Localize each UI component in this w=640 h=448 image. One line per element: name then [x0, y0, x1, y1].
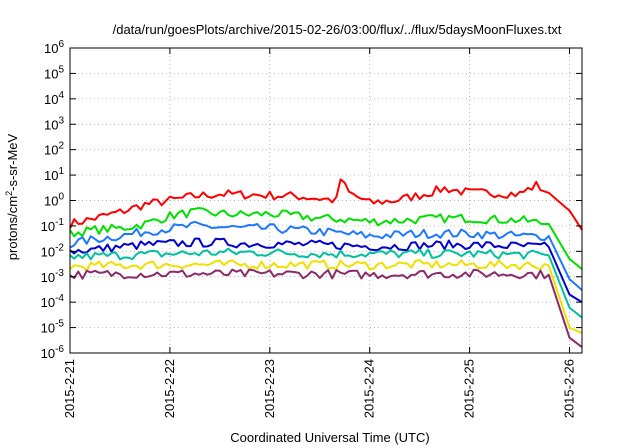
- y-tick-label: 103: [44, 115, 64, 132]
- y-tick-label: 10-5: [41, 319, 65, 336]
- series-line: [69, 237, 583, 304]
- y-tick-label-base: 10: [44, 41, 58, 56]
- y-tick-label: 101: [44, 166, 64, 183]
- y-tick-label-base: 10: [44, 117, 58, 132]
- x-axis-label: Coordinated Universal Time (UTC): [230, 430, 429, 445]
- y-tick-label-exp: 2: [58, 141, 64, 152]
- y-tick-label-exp: -6: [55, 344, 64, 355]
- y-tick-label: 100: [44, 192, 64, 209]
- x-tick-label: 2015-2-23: [262, 359, 277, 418]
- y-tick-label-exp: 4: [58, 90, 64, 101]
- y-tick-label: 104: [44, 90, 64, 107]
- x-tick-label: 2015-2-25: [462, 359, 477, 418]
- y-tick-label: 10-6: [41, 344, 65, 361]
- y-tick-label-base: 10: [41, 346, 55, 361]
- series-line: [69, 220, 583, 291]
- y-tick-label: 10-1: [41, 217, 65, 234]
- y-tick-label-base: 10: [44, 168, 58, 183]
- y-tick-label-exp: -1: [55, 217, 64, 228]
- series-layer: [69, 178, 583, 348]
- y-tick-label: 10-3: [41, 268, 65, 285]
- y-tick-label-base: 10: [41, 321, 55, 336]
- y-tick-label-base: 10: [44, 92, 58, 107]
- y-tick-label: 102: [44, 141, 64, 158]
- y-tick-label: 10-4: [41, 293, 65, 310]
- y-tick-label: 105: [44, 64, 64, 81]
- y-tick-label-exp: -3: [55, 268, 64, 279]
- y-tick-label-base: 10: [44, 194, 58, 209]
- y-tick-label-exp: -2: [55, 242, 64, 253]
- y-tick-label-exp: 6: [58, 39, 64, 50]
- series-line: [69, 247, 583, 319]
- series-line: [69, 259, 583, 335]
- x-tick-label: 2015-2-24: [362, 359, 377, 418]
- y-tick-label-base: 10: [41, 219, 55, 234]
- chart-title: /data/run/goesPlots/archive/2015-02-26/0…: [113, 22, 562, 37]
- x-axis-ticks: 2015-2-21 2015-2-22 2015-2-23 2015-2-24 2015…: [62, 48, 577, 418]
- series-line: [69, 207, 583, 270]
- y-tick-label-base: 10: [44, 66, 58, 81]
- y-tick-label-base: 10: [41, 295, 55, 310]
- y-tick-label-base: 10: [44, 143, 58, 158]
- y-tick-label-exp: 1: [58, 166, 64, 177]
- x-tick-label: 2015-2-22: [162, 359, 177, 418]
- y-axis-label-rest: -s-sr-MeV: [5, 133, 20, 190]
- y-tick-label-exp: 5: [58, 64, 64, 75]
- y-axis-label-main: protons/cm: [5, 196, 20, 260]
- series-line: [69, 178, 583, 231]
- y-tick-label: 10-2: [41, 242, 65, 259]
- y-tick-label-exp: -4: [55, 293, 64, 304]
- x-tick-label: 2015-2-21: [62, 359, 77, 418]
- grid: [70, 48, 582, 353]
- y-tick-label-exp: 0: [58, 192, 64, 203]
- x-tick-label: 2015-2-26: [562, 359, 577, 418]
- series-line: [69, 268, 583, 348]
- y-tick-label-exp: 3: [58, 115, 64, 126]
- y-axis-label: protons/cm2-s-sr-MeV: [4, 133, 20, 260]
- y-tick-label: 106: [44, 39, 64, 56]
- y-axis-label-sup: 2: [4, 191, 14, 196]
- y-tick-label-base: 10: [41, 244, 55, 259]
- y-tick-label-exp: -5: [55, 319, 64, 330]
- y-tick-label-base: 10: [41, 270, 55, 285]
- y-axis-ticks: 10610510410310210110010-110-210-310-410-…: [41, 39, 582, 361]
